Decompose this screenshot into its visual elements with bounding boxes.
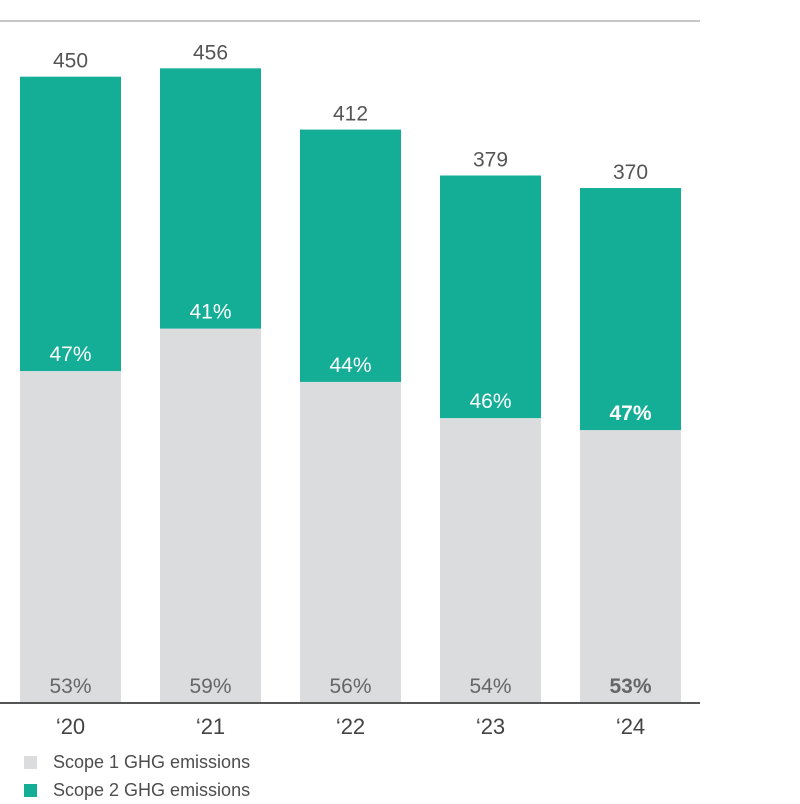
- total-label: 412: [333, 103, 368, 126]
- scope1-percent-label: 54%: [469, 675, 511, 698]
- scope2-percent-label: 44%: [329, 354, 371, 377]
- bar-scope1: [580, 430, 681, 703]
- total-label: 456: [193, 41, 228, 64]
- scope2-percent-label: 46%: [469, 390, 511, 413]
- x-tick-label: ‘21: [196, 714, 225, 739]
- total-label: 370: [613, 161, 648, 184]
- scope2-percent-label: 47%: [49, 343, 91, 366]
- scope2-percent-label: 47%: [609, 402, 651, 425]
- bar-scope1: [20, 371, 121, 703]
- bar-scope1: [160, 328, 261, 703]
- legend-label-scope1: Scope 1 GHG emissions: [53, 751, 251, 772]
- total-label: 379: [473, 148, 508, 171]
- legend-swatch-scope1: [24, 755, 37, 769]
- legend-swatch-scope2: [24, 783, 37, 797]
- x-tick-label: ‘22: [336, 714, 365, 739]
- scope2-percent-label: 41%: [189, 301, 231, 324]
- bar-scope2: [20, 76, 121, 372]
- scope1-percent-label: 59%: [189, 675, 231, 698]
- bar-scope2: [160, 68, 261, 329]
- legend-item-scope1: Scope 1 GHG emissions: [24, 748, 250, 776]
- x-tick-label: ‘23: [476, 714, 505, 739]
- bar-scope2: [300, 129, 401, 382]
- legend: Scope 1 GHG emissions Scope 2 GHG emissi…: [24, 748, 250, 804]
- bar-scope1: [440, 418, 541, 703]
- scope1-percent-label: 53%: [49, 675, 91, 698]
- legend-label-scope2: Scope 2 GHG emissions: [53, 779, 251, 800]
- total-label: 450: [53, 50, 88, 73]
- x-tick-label: ‘20: [56, 714, 85, 739]
- bar-scope2: [440, 175, 541, 419]
- bars: [20, 68, 681, 703]
- bar-scope1: [300, 381, 401, 703]
- scope1-percent-label: 56%: [329, 675, 371, 698]
- labels: 450 47% 53% ‘20 456 41% 59% ‘21 412 44% 56% ‘22 379 4…: [49, 41, 651, 739]
- bar-scope2: [580, 188, 681, 431]
- legend-item-scope2: Scope 2 GHG emissions: [24, 776, 250, 804]
- x-tick-label: ‘24: [616, 714, 645, 739]
- scope1-percent-label: 53%: [609, 675, 651, 698]
